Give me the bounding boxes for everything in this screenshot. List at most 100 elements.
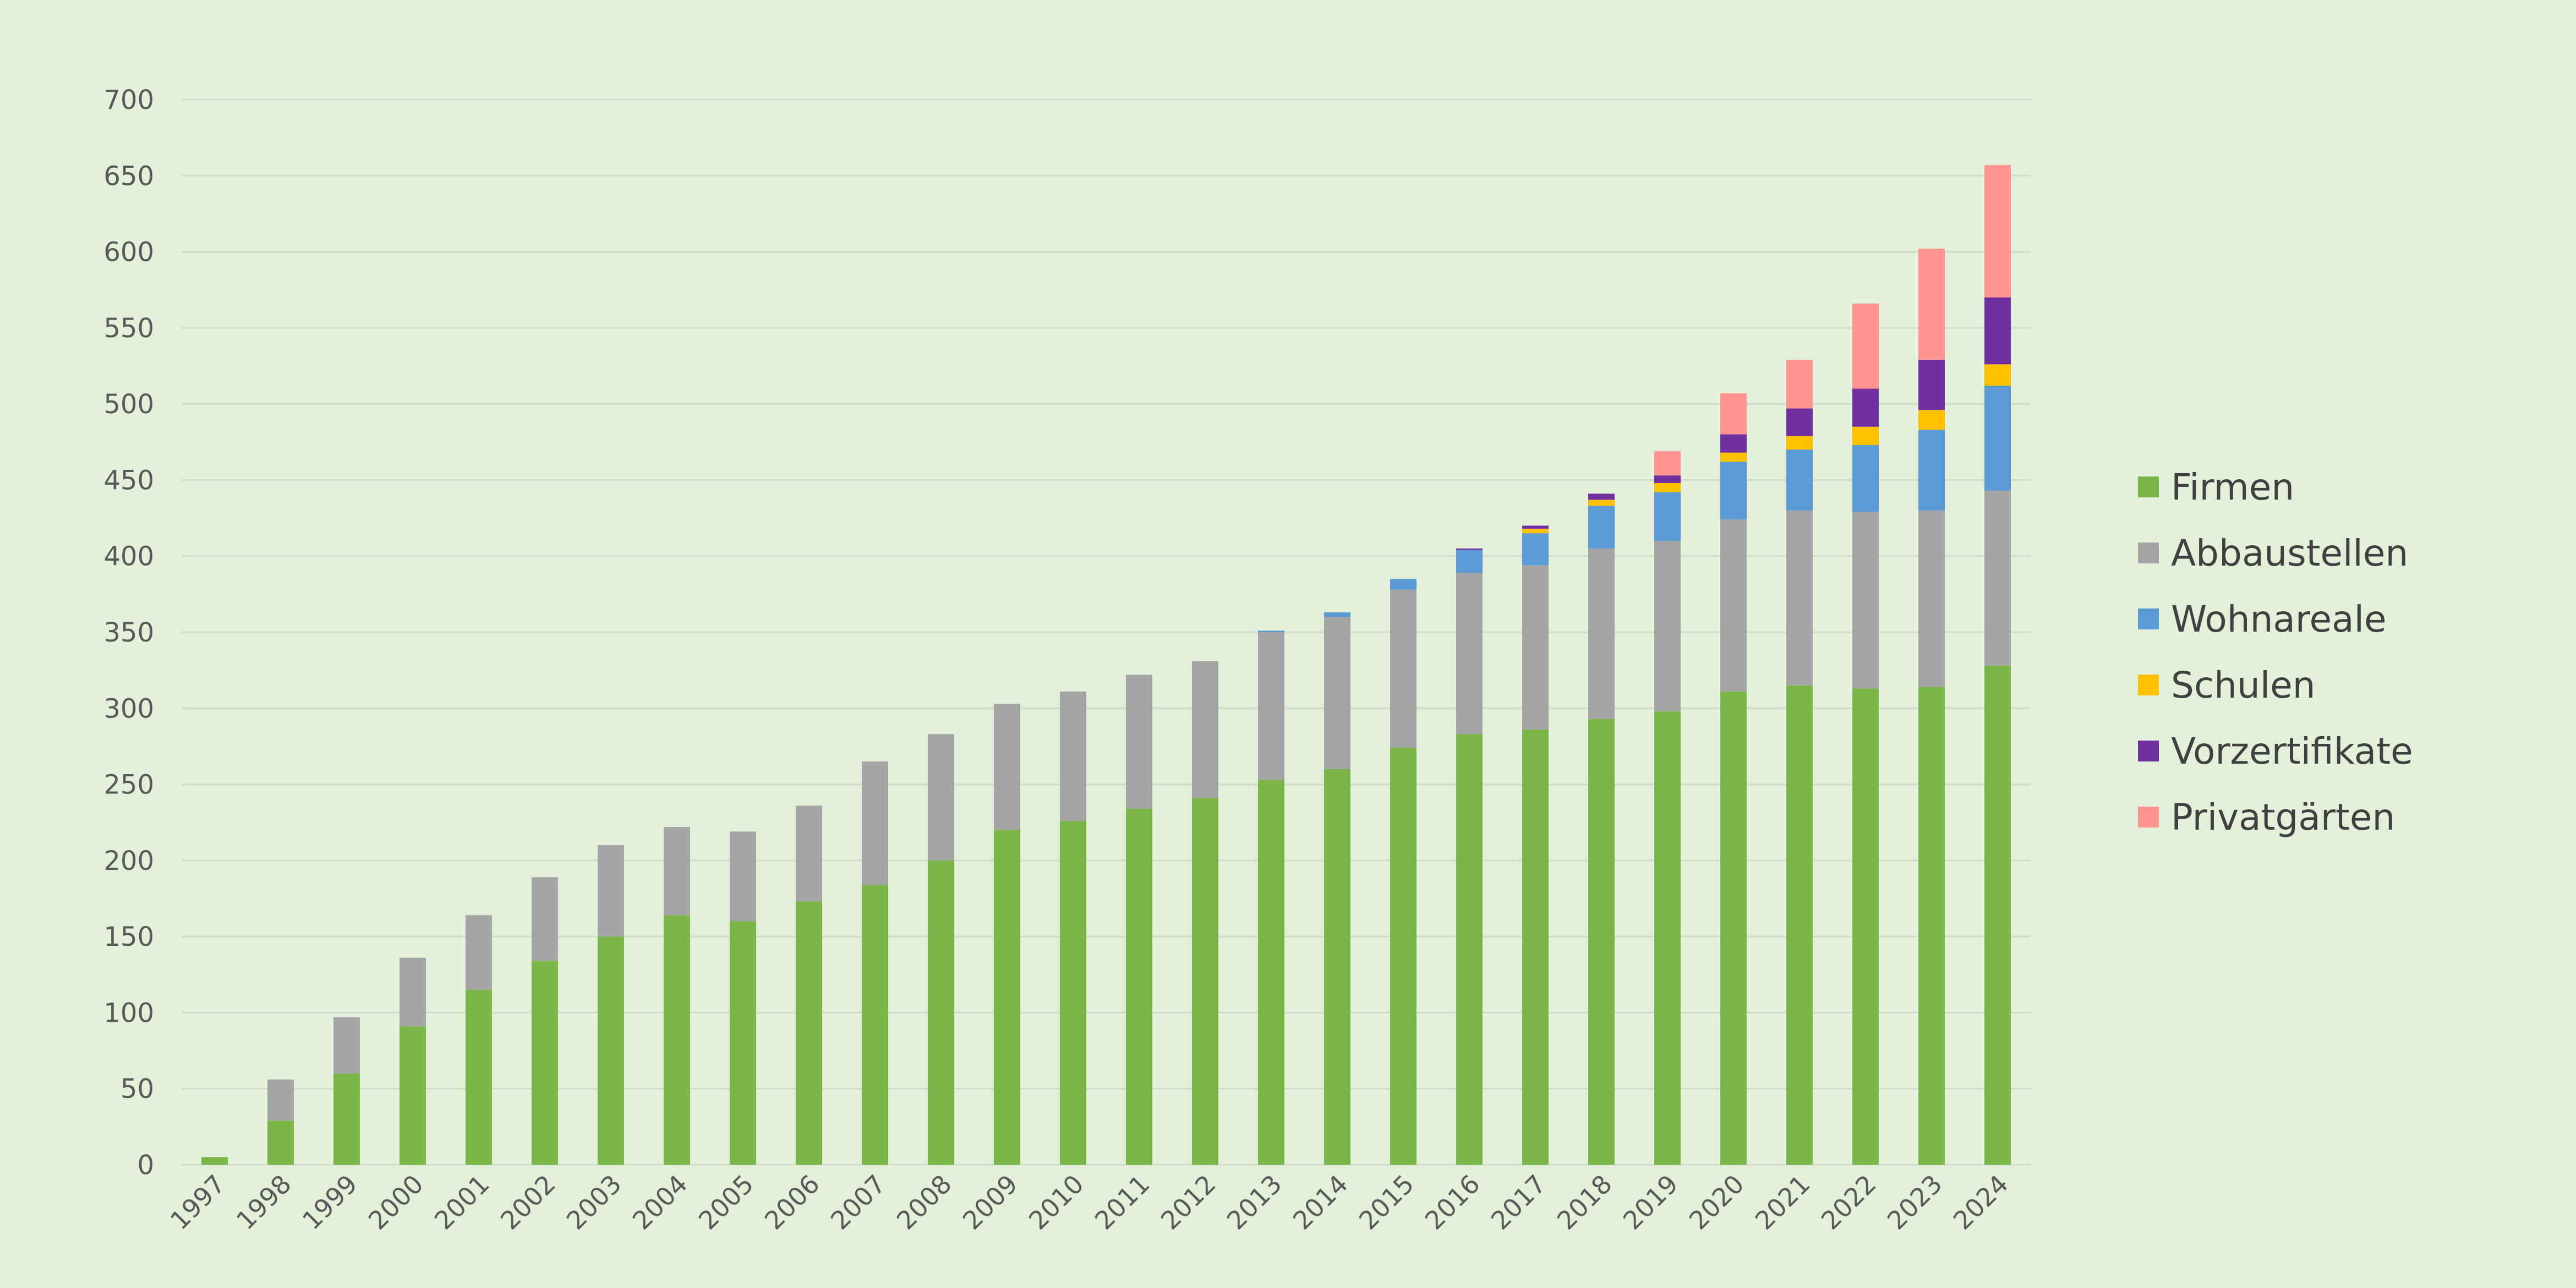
y-tick-label: 700: [103, 85, 154, 116]
bar-segment-abbaustellen: [1258, 632, 1284, 780]
bar-segment-abbaustellen: [1126, 675, 1152, 809]
bar-segment-wohnareale: [1786, 450, 1813, 511]
y-tick-label: 0: [137, 1150, 154, 1181]
bar-segment-abbaustellen: [466, 915, 492, 990]
bar-segment-privatg-rten: [1786, 359, 1813, 409]
bar-segment-abbaustellen: [1390, 589, 1416, 748]
y-tick-label: 450: [103, 465, 154, 496]
bar-segment-abbaustellen: [730, 831, 756, 922]
bar-segment-abbaustellen: [267, 1079, 294, 1121]
bar-segment-abbaustellen: [1588, 548, 1615, 719]
x-tick-label: 2022: [1815, 1169, 1882, 1236]
bar-segment-vorzertifikate: [1786, 408, 1813, 436]
bar-segment-privatg-rten: [1918, 249, 1945, 360]
x-tick-label: 2017: [1485, 1169, 1552, 1236]
bar-segment-firmen: [1918, 687, 1945, 1165]
bar-segment-firmen: [1258, 780, 1284, 1165]
bar-segment-firmen: [1852, 688, 1879, 1165]
x-tick-label: 2004: [627, 1169, 693, 1236]
bar-segment-privatg-rten: [1654, 451, 1681, 476]
bar-segment-abbaustellen: [1918, 510, 1945, 687]
bar-segment-firmen: [333, 1073, 360, 1165]
bar-segment-wohnareale: [1984, 385, 2011, 491]
y-tick-label: 50: [121, 1074, 154, 1105]
legend-label: Wohnareale: [2171, 598, 2387, 640]
bar-segment-firmen: [1390, 748, 1416, 1165]
bar-segment-abbaustellen: [796, 805, 822, 902]
bar-segment-firmen: [928, 860, 954, 1165]
bar-segment-wohnareale: [1390, 579, 1416, 590]
x-tick-label: 2023: [1882, 1169, 1948, 1236]
bar-segment-vorzertifikate: [1456, 548, 1483, 550]
bar-segment-wohnareale: [1852, 445, 1879, 512]
legend-label: Abbaustellen: [2171, 532, 2408, 574]
bar-segment-abbaustellen: [928, 734, 954, 861]
y-tick-label: 250: [103, 770, 154, 801]
bar-segment-firmen: [862, 885, 888, 1165]
y-tick-label: 600: [103, 237, 154, 268]
bar-segment-abbaustellen: [1654, 541, 1681, 711]
bar-segment-wohnareale: [1456, 550, 1483, 573]
bar-segment-schulen: [1918, 410, 1945, 430]
bar-segment-firmen: [1654, 711, 1681, 1165]
bar-segment-firmen: [1126, 808, 1152, 1165]
x-tick-label: 2007: [825, 1169, 892, 1236]
bar-segment-firmen: [796, 901, 822, 1165]
bar-segment-firmen: [1324, 769, 1350, 1165]
bar-segment-wohnareale: [1324, 612, 1350, 617]
y-tick-label: 650: [103, 161, 154, 191]
x-tick-label: 2010: [1023, 1169, 1090, 1236]
bar-segment-abbaustellen: [862, 761, 888, 885]
bar-segment-firmen: [1522, 730, 1549, 1165]
y-tick-label: 500: [103, 389, 154, 420]
bar-segment-firmen: [1984, 665, 2011, 1165]
bar-segment-abbaustellen: [1456, 573, 1483, 735]
bar-segment-vorzertifikate: [1918, 359, 1945, 410]
bar-segment-firmen: [994, 830, 1020, 1165]
gridlines: [182, 98, 2031, 1166]
bar-segment-schulen: [1522, 528, 1549, 534]
bar-segment-vorzertifikate: [1522, 525, 1549, 529]
y-tick-label: 200: [103, 846, 154, 876]
bar-segment-abbaustellen: [1192, 661, 1218, 798]
y-tick-label: 550: [103, 313, 154, 344]
x-tick-label: 2019: [1617, 1169, 1684, 1236]
legend-label: Schulen: [2171, 664, 2316, 706]
bar-segment-abbaustellen: [532, 877, 558, 961]
y-axis-ticks: 0 50 100 150 200 250 300 350 400 450 500 550 600 650 7…: [103, 85, 154, 1181]
bar-segment-firmen: [267, 1120, 294, 1165]
x-tick-label: 2003: [561, 1169, 627, 1236]
bar-segment-schulen: [1852, 426, 1879, 445]
bar-segment-abbaustellen: [994, 703, 1020, 830]
x-tick-label: 2006: [759, 1169, 825, 1236]
y-tick-label: 400: [103, 541, 154, 572]
bar-segment-privatg-rten: [1984, 165, 2011, 298]
bar-segment-vorzertifikate: [1852, 388, 1879, 427]
x-tick-label: 2015: [1353, 1169, 1420, 1236]
x-tick-label: 1998: [231, 1169, 297, 1236]
bar-segment-privatg-rten: [1852, 303, 1879, 389]
legend-swatch: [2138, 741, 2159, 761]
legend-label: Privatgärten: [2171, 796, 2395, 838]
y-tick-label: 150: [103, 922, 154, 952]
bar-segment-firmen: [730, 921, 756, 1165]
bar-segment-firmen: [400, 1026, 426, 1165]
bar-segment-firmen: [532, 961, 558, 1165]
x-tick-label: 2008: [891, 1169, 958, 1236]
x-tick-label: 2013: [1221, 1169, 1288, 1236]
y-tick-label: 300: [103, 693, 154, 724]
x-axis-ticks: 1997 1998 1999 2000 2001 2002 2003 2004 2005 2006…: [165, 1169, 2014, 1236]
bar-segment-abbaustellen: [598, 845, 624, 937]
legend: Firmen Abbaustellen Wohnareale Schulen Vorze…: [2138, 466, 2413, 838]
bar-segment-firmen: [1588, 719, 1615, 1165]
x-tick-label: 2011: [1089, 1169, 1156, 1236]
bar-segment-abbaustellen: [1852, 512, 1879, 689]
bar-segment-wohnareale: [1522, 533, 1549, 566]
legend-swatch: [2138, 476, 2159, 497]
bar-segment-abbaustellen: [400, 957, 426, 1027]
x-tick-label: 2024: [1948, 1169, 2014, 1236]
bar-segment-abbaustellen: [664, 827, 690, 916]
legend-swatch: [2138, 807, 2159, 827]
x-tick-label: 2018: [1551, 1169, 1618, 1236]
